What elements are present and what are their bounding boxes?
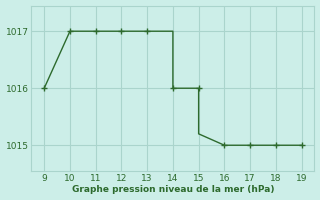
X-axis label: Graphe pression niveau de la mer (hPa): Graphe pression niveau de la mer (hPa): [72, 185, 274, 194]
